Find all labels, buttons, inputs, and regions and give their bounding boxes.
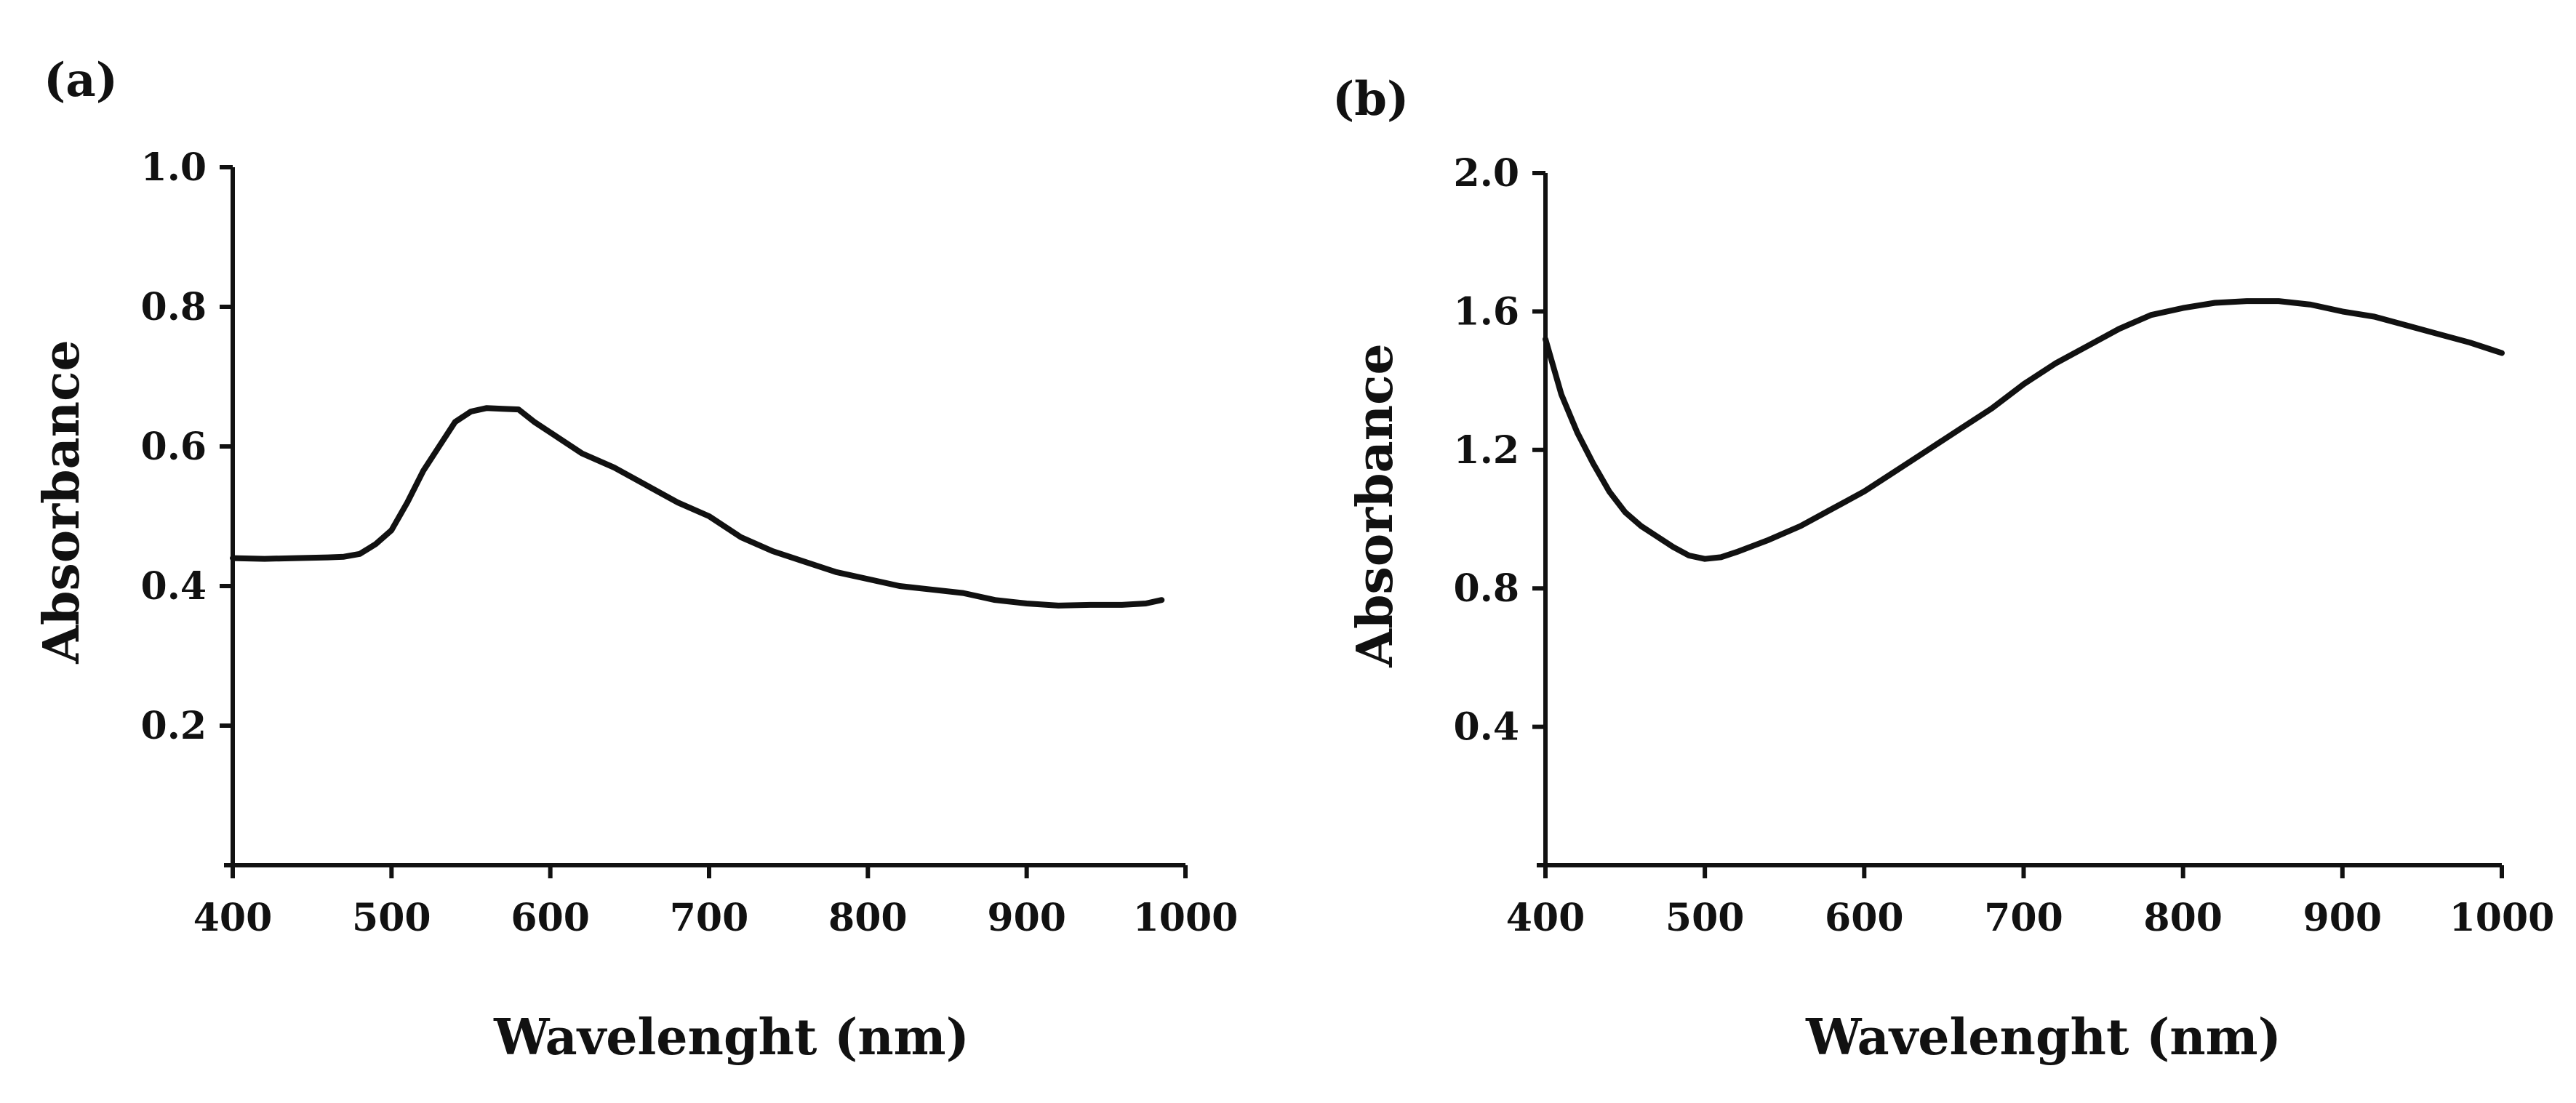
chart-panel-a: (a) 400 500 600 700 800 900 1000 0.2 0.4 0.6 0.8 1.… (33, 53, 1238, 1067)
x-tick-label: 900 (2303, 896, 2383, 940)
y-axis-label-b: Absorbance (1346, 343, 1404, 668)
y-tick-label: 0.8 (1454, 566, 1519, 611)
x-tick-label: 500 (1665, 896, 1745, 940)
y-tick-label: 1.2 (1454, 428, 1519, 473)
y-tick-label: 1.6 (1454, 289, 1519, 334)
x-tick-label: 800 (828, 896, 908, 940)
y-tick-label: 1.0 (141, 145, 207, 190)
x-tick-label: 400 (1506, 896, 1585, 940)
y-tick-label: 0.6 (141, 425, 207, 469)
x-tick-label: 1000 (1133, 896, 1239, 940)
y-tick-label: 0.8 (141, 285, 207, 329)
x-axis-label-a: Wavelenght (nm) (493, 1008, 969, 1067)
panel-label-b: (b) (1332, 72, 1409, 127)
x-tick-label: 800 (2143, 896, 2223, 940)
axes-a: 400 500 600 700 800 900 1000 0.2 0.4 0.6 0.8 1.0 (141, 145, 1239, 940)
panel-label-a: (a) (44, 53, 118, 108)
x-tick-label: 1000 (2449, 896, 2555, 940)
x-tick-label: 600 (511, 896, 590, 940)
series-a (230, 405, 1165, 609)
y-tick-label: 0.4 (1454, 705, 1519, 750)
axes-b: 400 500 600 700 800 900 1000 0.4 0.8 1.2 1.6 2.0 (1454, 151, 2555, 940)
y-tick-label: 0.2 (141, 704, 207, 748)
y-axis-label-a: Absorbance (33, 340, 91, 665)
x-tick-label: 500 (352, 896, 431, 940)
series-b (1543, 298, 2505, 562)
x-tick-label: 700 (1984, 896, 2063, 940)
x-tick-label: 400 (193, 896, 273, 940)
x-axis-label-b: Wavelenght (nm) (1805, 1008, 2281, 1067)
y-tick-label: 2.0 (1454, 151, 1519, 196)
x-tick-label: 700 (670, 896, 749, 940)
series-line-b (1543, 298, 2505, 562)
x-tick-label: 600 (1825, 896, 1904, 940)
chart-panel-b: (b) 400 500 600 700 800 900 1000 0.4 0.8 1.2 1.6 2.… (1332, 72, 2554, 1067)
y-tick-label: 0.4 (141, 564, 207, 609)
x-tick-label: 900 (987, 896, 1066, 940)
series-line-a (230, 405, 1165, 609)
